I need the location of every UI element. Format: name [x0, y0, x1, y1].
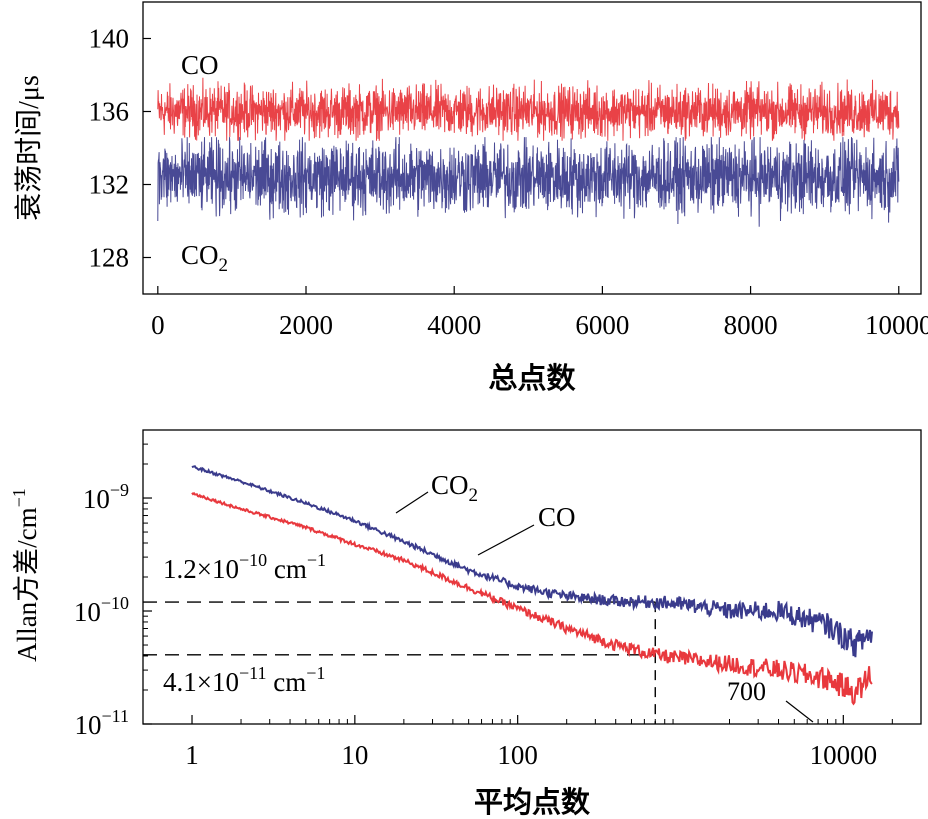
y-tick-label: 140	[89, 24, 130, 54]
y-axis-label: 衰荡时间/μs	[13, 75, 45, 221]
x-axis-label: 平均点数	[474, 786, 591, 819]
ref-label-lower-unit-sup: −1	[306, 663, 325, 683]
ref-label-upper-gap	[267, 554, 274, 584]
y-tick-label: 132	[89, 170, 130, 200]
ref-label-upper: 1.2×10−10 cm−1	[163, 550, 326, 584]
y-tick-label-exp: −10	[101, 593, 129, 613]
y-axis: 128 132 136 140	[89, 24, 151, 273]
y-tick-label: 10−11	[75, 706, 129, 740]
x-tick-label: 8000	[724, 310, 778, 340]
y-tick-label-base: 10	[75, 710, 102, 740]
y-tick-label: 10−9	[83, 480, 129, 514]
ref-label-lower-sup: −11	[239, 663, 266, 683]
label-leader-co2	[395, 491, 429, 514]
series-layer	[191, 465, 873, 706]
x-tick-label: 10000	[810, 740, 878, 770]
series-label-co2-sub: 2	[219, 255, 229, 276]
y-axis-label-main: Allan方差/cm	[12, 507, 42, 661]
y-tick-label-exp: −11	[102, 706, 129, 726]
series-label-co2-sub: 2	[469, 485, 479, 506]
x-axis-label: 总点数	[488, 362, 576, 395]
series-label-co: CO	[181, 50, 219, 80]
label-leader-co	[477, 524, 535, 556]
ref-label-upper-sup: −10	[239, 550, 267, 570]
x-tick-label: 6000	[575, 310, 629, 340]
ref-label-upper-main: 1.2×10	[163, 554, 239, 584]
y-tick-label: 128	[89, 243, 130, 273]
series-co	[191, 491, 873, 706]
y-tick-label: 10−10	[74, 593, 129, 627]
ref-label-upper-unit: cm	[274, 554, 307, 584]
y-axis-label-sup: −1	[9, 488, 29, 507]
series-co	[157, 77, 900, 141]
vertical-ref-label: 700	[727, 677, 766, 706]
ref-label-upper-unit-sup: −1	[307, 550, 326, 570]
x-tick-label: 2000	[279, 310, 333, 340]
x-tick-label: 0	[151, 310, 165, 340]
series-label-co2: CO2	[431, 470, 478, 506]
y-axis-label: Allan方差/cm−1	[9, 488, 42, 662]
x-tick-label: 1	[185, 740, 199, 770]
x-tick-label: 10	[341, 740, 368, 770]
series-layer	[157, 77, 900, 227]
y-tick-label-base: 10	[83, 484, 110, 514]
plot-frame	[142, 1, 922, 295]
x-tick-label: 100	[497, 740, 538, 770]
y-tick-label-exp: −9	[110, 480, 129, 500]
series-label-co2-main: CO	[431, 470, 469, 500]
ref-label-lower-main: 4.1×10	[163, 667, 239, 697]
x-axis: 1 10 100 10000	[185, 715, 922, 770]
y-tick-label-base: 10	[74, 597, 101, 627]
vertical-ref-leader	[785, 700, 814, 723]
series-co2	[191, 465, 873, 658]
series-co2	[157, 137, 900, 227]
ref-label-lower-gap	[266, 667, 273, 697]
ringdown-time-chart: 0 2000 4000 6000 8000 10000 128 132 136 140 CO C…	[13, 1, 928, 395]
reference-lines	[143, 601, 656, 724]
ref-label-lower-unit: cm	[273, 667, 306, 697]
series-label-co: CO	[538, 502, 576, 532]
series-label-co2: CO2	[181, 240, 228, 276]
x-tick-label: 10000	[865, 310, 928, 340]
x-tick-label: 4000	[427, 310, 481, 340]
ref-label-lower: 4.1×10−11 cm−1	[163, 663, 325, 697]
series-label-co2-main: CO	[181, 240, 219, 270]
y-tick-label: 136	[89, 97, 130, 127]
x-axis: 0 2000 4000 6000 8000 10000	[151, 286, 928, 340]
